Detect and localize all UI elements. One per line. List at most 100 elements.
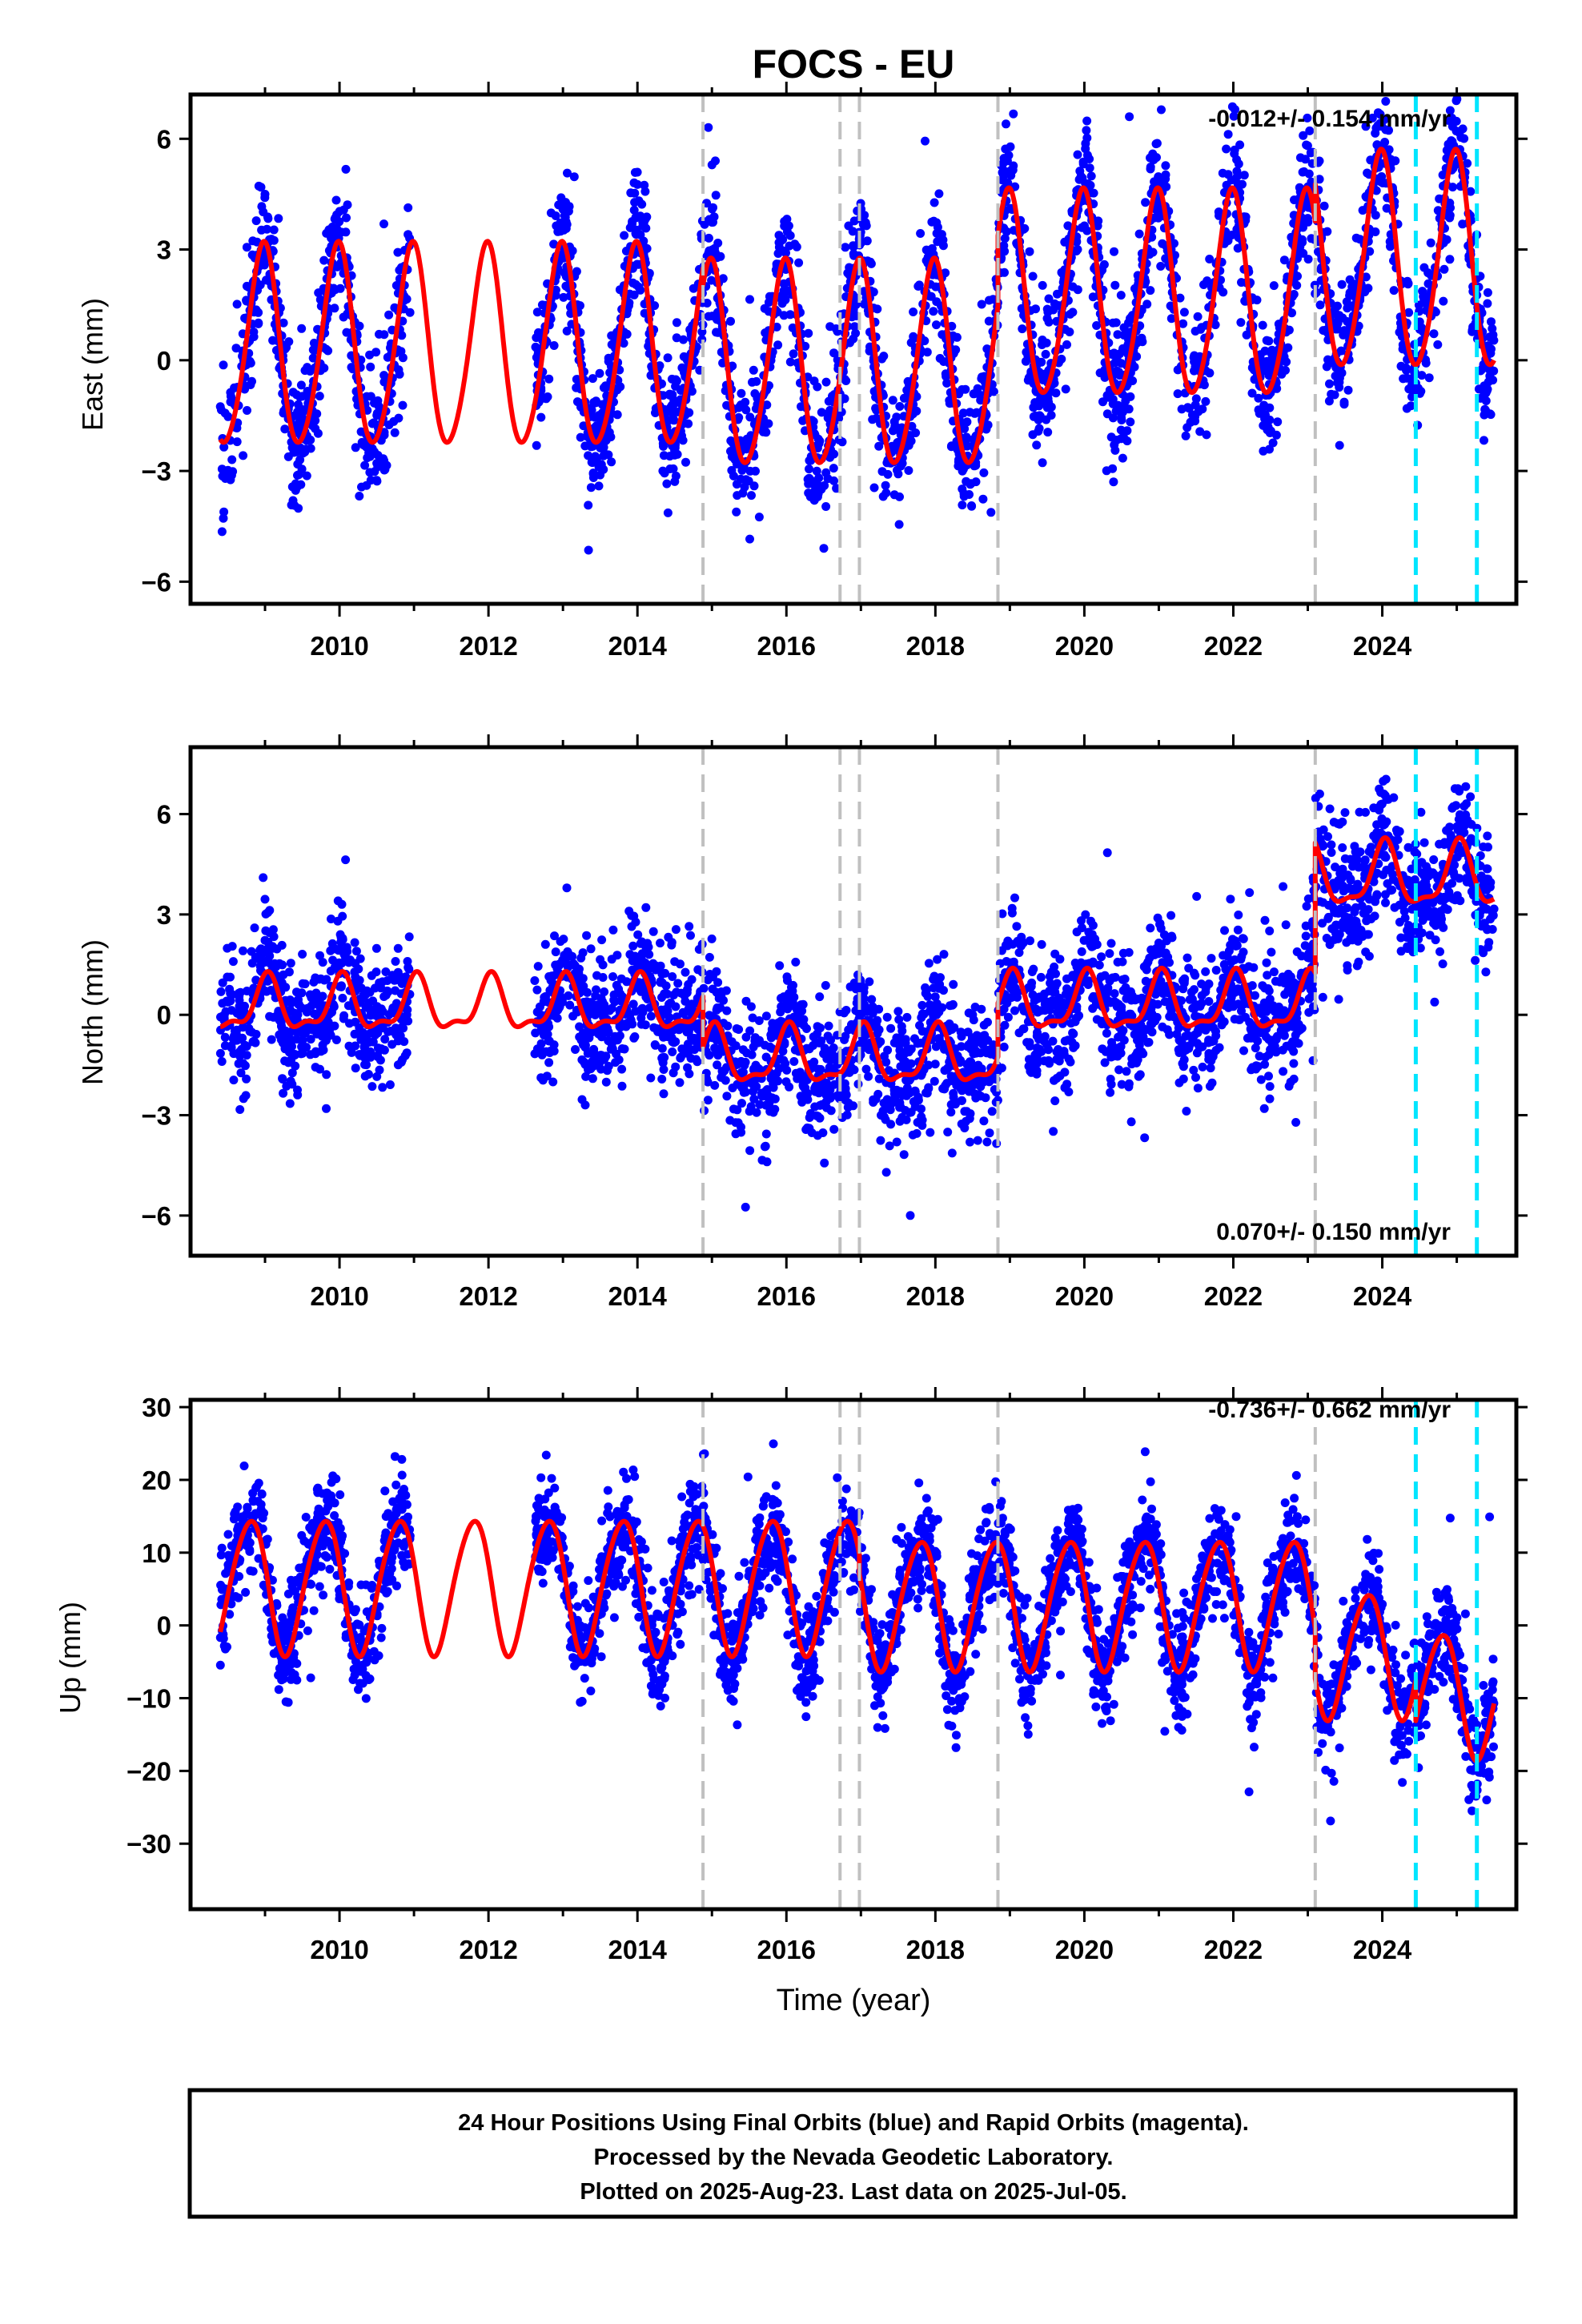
data-point [1085, 163, 1094, 173]
data-point [1106, 432, 1116, 442]
data-point [977, 300, 986, 309]
data-point [669, 396, 679, 405]
data-point [617, 1064, 627, 1074]
x-tick-label: 2024 [1353, 631, 1412, 661]
data-point [594, 481, 604, 491]
data-point [1385, 237, 1395, 247]
data-point [378, 977, 387, 987]
data-point [744, 476, 753, 486]
data-point [1000, 247, 1010, 256]
data-point [398, 400, 408, 410]
data-point [1073, 150, 1082, 159]
data-point [969, 1015, 978, 1025]
data-point [657, 1075, 667, 1084]
data-point [939, 357, 949, 366]
data-point [1375, 119, 1385, 128]
data-point [350, 938, 359, 947]
data-point [385, 1080, 395, 1089]
data-point [759, 420, 769, 430]
data-point [820, 1158, 829, 1168]
data-point [1001, 144, 1010, 154]
data-point [711, 191, 721, 200]
data-point [584, 451, 593, 460]
data-point [705, 952, 714, 962]
data-point [1102, 466, 1111, 476]
data-point [327, 222, 337, 231]
data-point [362, 1060, 371, 1070]
data-point [662, 989, 672, 999]
data-point [216, 987, 226, 996]
data-point [941, 1080, 950, 1090]
data-point [588, 473, 598, 482]
data-point [946, 442, 956, 452]
data-point [865, 257, 875, 267]
data-point [867, 995, 877, 1004]
data-point [227, 990, 237, 999]
data-point [1254, 393, 1263, 403]
data-point [1292, 280, 1302, 290]
data-point [1287, 308, 1296, 318]
data-point [1337, 279, 1347, 289]
data-point [631, 213, 640, 223]
data-point [837, 437, 847, 447]
data-point [1122, 436, 1132, 446]
data-point [1161, 161, 1170, 171]
data-point [815, 992, 825, 1002]
data-point [752, 376, 761, 386]
data-point [842, 1110, 852, 1120]
data-point [785, 357, 795, 367]
data-point [1050, 299, 1059, 308]
data-point [242, 243, 251, 252]
data-point [1323, 355, 1332, 364]
data-point [335, 958, 344, 967]
data-point [742, 1048, 752, 1058]
data-point [1402, 365, 1411, 375]
data-point [781, 295, 790, 304]
data-point [1342, 328, 1351, 338]
data-point [1110, 247, 1118, 256]
figure-title: FOCS - EU [753, 42, 955, 86]
data-point [660, 468, 669, 478]
data-point [562, 883, 572, 893]
data-point [251, 1038, 260, 1047]
data-point [1082, 116, 1092, 126]
data-point [684, 1027, 693, 1036]
data-point [704, 233, 713, 243]
data-point [232, 437, 242, 447]
data-point [1158, 239, 1167, 248]
data-point [584, 545, 593, 555]
data-point [1193, 312, 1203, 321]
data-point [394, 413, 404, 423]
data-point [1009, 109, 1018, 119]
data-point [805, 464, 813, 474]
data-point [794, 258, 804, 267]
data-point [687, 975, 697, 984]
data-point [1484, 377, 1493, 387]
data-point [612, 385, 622, 395]
data-point [1267, 356, 1276, 365]
data-point [1177, 404, 1186, 414]
data-point [741, 1202, 750, 1212]
data-point [579, 982, 588, 991]
data-point [550, 931, 559, 941]
data-point [895, 492, 904, 501]
data-point [1151, 205, 1161, 215]
data-point [669, 408, 678, 418]
data-point [966, 479, 976, 489]
data-point [1181, 431, 1191, 440]
data-point [906, 338, 916, 348]
x-tick-label: 2012 [459, 631, 517, 661]
data-point [1483, 299, 1492, 308]
data-point [263, 908, 273, 917]
data-point [560, 268, 569, 278]
data-point [1404, 308, 1414, 317]
data-point [1290, 195, 1299, 205]
data-point [393, 943, 403, 953]
data-point [765, 292, 774, 301]
data-point [1402, 373, 1411, 383]
data-point [595, 368, 604, 378]
north-ylabel: North (mm) [76, 939, 109, 1085]
data-point [1042, 338, 1051, 348]
data-point [659, 1089, 669, 1099]
data-point [747, 491, 756, 501]
